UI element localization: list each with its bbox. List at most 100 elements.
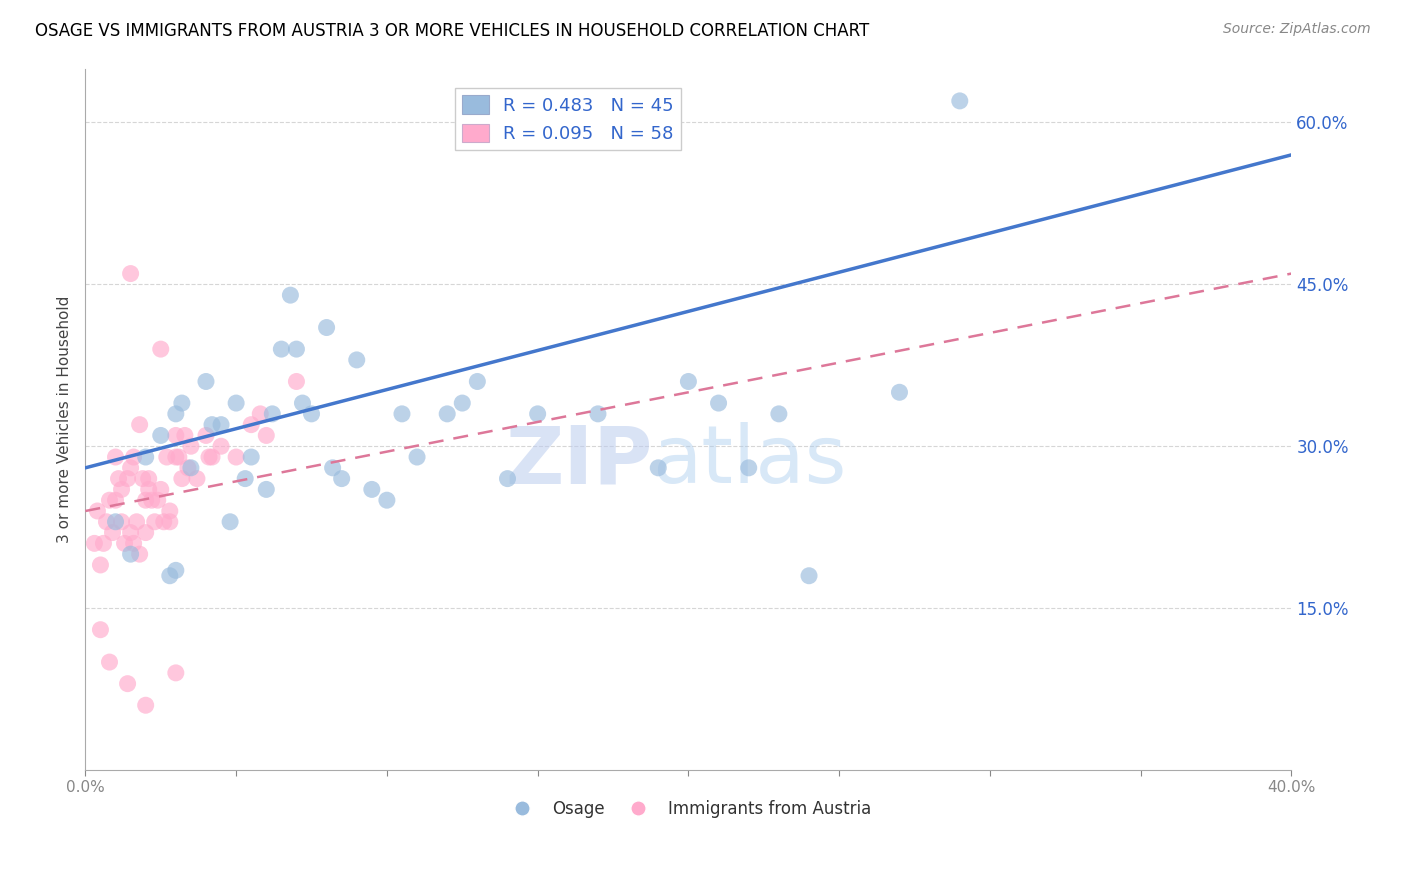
Point — [949, 94, 972, 108]
Point — [768, 407, 790, 421]
Point — [219, 515, 242, 529]
Point — [135, 698, 157, 713]
Point — [285, 342, 308, 356]
Point — [167, 450, 190, 464]
Point — [159, 504, 181, 518]
Point — [93, 536, 115, 550]
Point — [104, 493, 127, 508]
Point — [262, 407, 284, 421]
Point — [496, 472, 519, 486]
Point — [131, 472, 153, 486]
Point — [647, 460, 669, 475]
Y-axis label: 3 or more Vehicles in Household: 3 or more Vehicles in Household — [58, 295, 72, 543]
Point — [195, 428, 218, 442]
Point — [375, 493, 398, 508]
Point — [360, 483, 382, 497]
Point — [797, 568, 820, 582]
Point — [128, 547, 150, 561]
Point — [135, 450, 157, 464]
Point — [186, 472, 208, 486]
Point — [165, 428, 187, 442]
Point — [586, 407, 609, 421]
Point — [198, 450, 221, 464]
Point — [159, 515, 181, 529]
Point — [170, 396, 193, 410]
Point — [143, 515, 166, 529]
Point — [122, 536, 145, 550]
Point — [149, 483, 172, 497]
Point — [526, 407, 548, 421]
Point — [180, 460, 202, 475]
Point — [83, 536, 105, 550]
Point — [114, 536, 136, 550]
Point — [146, 493, 169, 508]
Point — [225, 450, 247, 464]
Point — [177, 460, 200, 475]
Point — [195, 375, 218, 389]
Text: ZIP: ZIP — [505, 422, 652, 500]
Point — [240, 450, 263, 464]
Text: atlas: atlas — [652, 422, 846, 500]
Point — [149, 342, 172, 356]
Point — [889, 385, 911, 400]
Point — [138, 483, 160, 497]
Point — [101, 525, 124, 540]
Point — [104, 515, 127, 529]
Text: OSAGE VS IMMIGRANTS FROM AUSTRIA 3 OR MORE VEHICLES IN HOUSEHOLD CORRELATION CHA: OSAGE VS IMMIGRANTS FROM AUSTRIA 3 OR MO… — [35, 22, 869, 40]
Point — [98, 493, 121, 508]
Point — [209, 439, 232, 453]
Point — [122, 450, 145, 464]
Point — [159, 568, 181, 582]
Point — [110, 483, 132, 497]
Point — [117, 676, 139, 690]
Point — [86, 504, 108, 518]
Point — [120, 525, 142, 540]
Point — [291, 396, 314, 410]
Point — [738, 460, 761, 475]
Point — [678, 375, 700, 389]
Point — [225, 396, 247, 410]
Point — [280, 288, 302, 302]
Point — [165, 407, 187, 421]
Point — [254, 428, 277, 442]
Point — [125, 515, 148, 529]
Point — [707, 396, 730, 410]
Point — [254, 483, 277, 497]
Point — [209, 417, 232, 432]
Point — [170, 472, 193, 486]
Legend: Osage, Immigrants from Austria: Osage, Immigrants from Austria — [499, 794, 877, 825]
Point — [120, 267, 142, 281]
Point — [156, 450, 179, 464]
Point — [173, 428, 195, 442]
Point — [165, 665, 187, 680]
Point — [107, 472, 129, 486]
Point — [391, 407, 413, 421]
Point — [201, 450, 224, 464]
Point — [301, 407, 323, 421]
Point — [89, 623, 111, 637]
Point — [330, 472, 353, 486]
Point — [149, 428, 172, 442]
Point — [240, 417, 263, 432]
Point — [322, 460, 344, 475]
Point — [451, 396, 474, 410]
Point — [315, 320, 337, 334]
Point — [104, 450, 127, 464]
Point — [436, 407, 458, 421]
Point — [135, 493, 157, 508]
Text: Source: ZipAtlas.com: Source: ZipAtlas.com — [1223, 22, 1371, 37]
Point — [96, 515, 118, 529]
Point — [165, 563, 187, 577]
Point — [249, 407, 271, 421]
Point — [180, 439, 202, 453]
Point — [138, 472, 160, 486]
Point — [285, 375, 308, 389]
Point — [141, 493, 163, 508]
Point — [98, 655, 121, 669]
Point — [120, 547, 142, 561]
Point — [128, 417, 150, 432]
Point — [110, 515, 132, 529]
Point — [270, 342, 292, 356]
Point — [165, 450, 187, 464]
Point — [406, 450, 429, 464]
